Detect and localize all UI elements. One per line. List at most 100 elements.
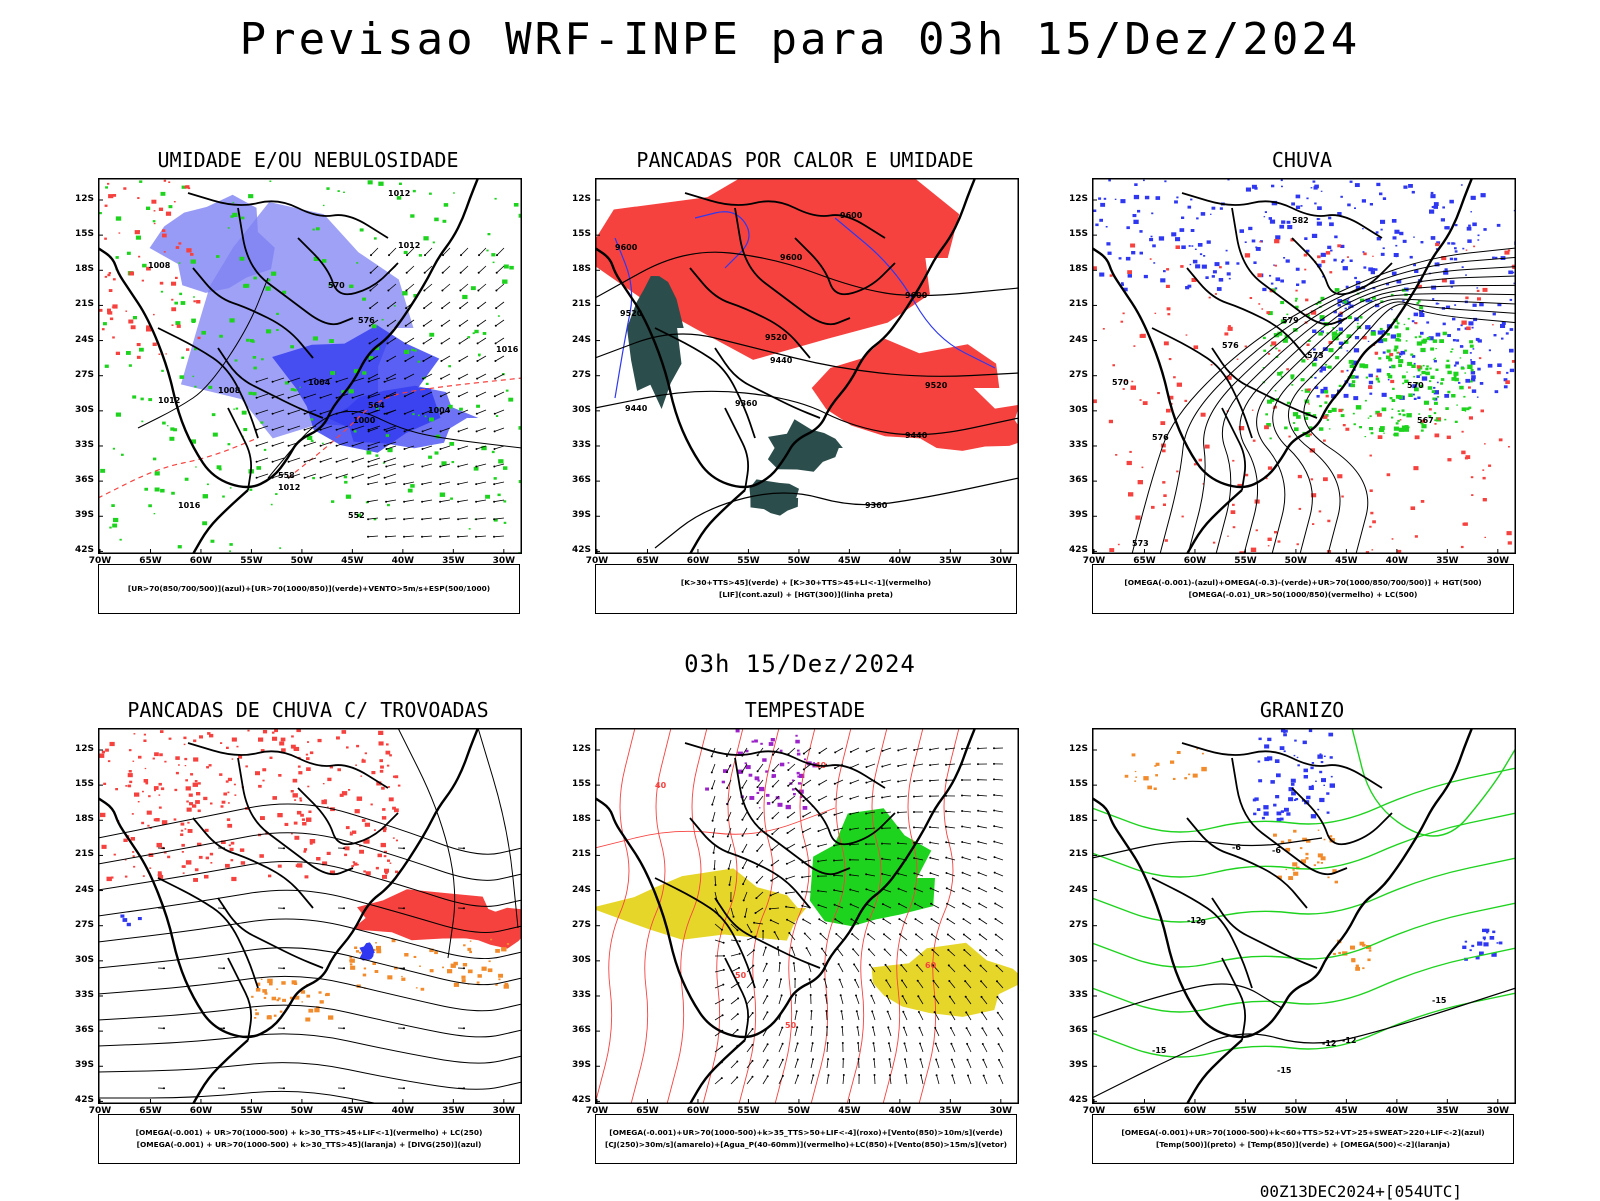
shaded-cell	[294, 748, 298, 751]
shaded-cell	[1415, 322, 1418, 324]
shaded-cell	[1275, 265, 1277, 267]
shaded-cell	[1423, 365, 1425, 367]
shaded-cell	[1266, 311, 1270, 314]
wind-vector-head	[336, 461, 338, 463]
wind-vector-head	[897, 765, 899, 767]
wind-vector-head	[873, 1058, 875, 1060]
shaded-cell	[1170, 761, 1174, 764]
wind-vector-head	[849, 829, 851, 831]
wind-vector-head	[737, 1013, 739, 1015]
wind-vector-head	[772, 801, 774, 803]
shaded-cell	[1455, 362, 1459, 365]
shaded-cell	[1256, 529, 1258, 531]
lat-tick-label: 30S	[72, 955, 94, 965]
shaded-cell	[1278, 350, 1280, 352]
shaded-cell	[1297, 543, 1299, 545]
wind-vector-head	[404, 430, 406, 432]
wind-vector-head	[981, 996, 983, 998]
shaded-cell	[1447, 242, 1450, 244]
wind-vector-head	[979, 934, 981, 936]
shaded-cell	[1319, 510, 1322, 512]
shaded-cell	[1188, 206, 1192, 209]
shaded-cell	[342, 730, 347, 734]
shaded-cell	[1351, 959, 1355, 962]
wind-vector-head	[756, 866, 758, 868]
wind-vector-head	[457, 483, 459, 485]
shaded-cell	[1108, 252, 1112, 255]
shaded-cell	[196, 300, 200, 304]
shaded-cell	[1447, 391, 1450, 394]
wind-vector-head	[780, 978, 782, 980]
shaded-cell	[153, 314, 155, 315]
shaded-cell	[1488, 364, 1493, 368]
shaded-cell	[1135, 771, 1137, 772]
shaded-cell	[139, 180, 142, 183]
shaded-cell	[389, 754, 392, 756]
contour-label: 1004	[308, 378, 331, 387]
wind-vector-head	[737, 929, 739, 931]
wind-vector	[834, 860, 843, 861]
contour-label: 582	[1292, 216, 1309, 225]
shaded-cell	[1399, 413, 1402, 415]
shaded-cell	[1483, 228, 1486, 231]
map-svg: 1012100810121004101610081012100410001012…	[98, 178, 522, 554]
wind-vector-head	[742, 883, 744, 885]
shaded-cell	[1394, 346, 1398, 349]
shaded-cell	[414, 956, 417, 958]
shaded-cell	[1308, 388, 1311, 390]
shaded-cell	[1510, 299, 1513, 301]
shaded-cell	[294, 822, 298, 825]
shaded-cell	[1470, 380, 1473, 382]
shaded-cell	[469, 951, 472, 953]
wind-vector-head	[964, 965, 966, 967]
wind-vector-head	[440, 395, 442, 397]
shaded-cell	[211, 540, 215, 543]
shaded-cell	[1339, 385, 1342, 387]
shaded-cell	[1425, 368, 1428, 371]
wind-vector-head	[782, 1075, 784, 1077]
shaded-cell	[110, 742, 115, 746]
shaded-cell	[355, 809, 360, 813]
shaded-cell	[1320, 370, 1323, 373]
wind-vector-head	[883, 933, 885, 935]
shaded-cell	[1173, 376, 1176, 378]
wind-vector-head	[852, 948, 854, 950]
shaded-cell	[133, 316, 137, 319]
shaded-cell	[1167, 313, 1170, 315]
shaded-cell	[803, 806, 808, 810]
shaded-cell	[1471, 494, 1473, 496]
shaded-cell	[1471, 476, 1474, 478]
shaded-cell	[356, 262, 358, 264]
shaded-cell	[1461, 321, 1466, 325]
shaded-cell	[327, 778, 331, 781]
shaded-cell	[1296, 195, 1301, 199]
contour-label: 1008	[148, 261, 171, 270]
wind-vector-head	[343, 907, 345, 909]
shaded-cell	[290, 345, 294, 348]
shaded-cell	[281, 748, 286, 752]
wind-vector-head	[369, 290, 371, 292]
wind-vector-head	[934, 1027, 936, 1029]
shaded-cell	[112, 524, 117, 528]
shaded-cell	[418, 361, 421, 363]
shaded-cell	[1380, 328, 1383, 330]
wind-vector-head	[900, 964, 902, 966]
shaded-cell	[1446, 360, 1449, 362]
shaded-cell	[399, 183, 402, 185]
shaded-cell	[195, 868, 199, 871]
shaded-cell	[1138, 480, 1143, 484]
shaded-cell	[1396, 422, 1399, 424]
shaded-cell	[308, 811, 311, 814]
wind-vector-head	[403, 847, 405, 849]
wind-vector-head	[388, 254, 390, 256]
wind-vector-head	[866, 750, 868, 752]
shaded-cell	[1278, 540, 1281, 542]
lat-tick-label: 36S	[569, 1025, 591, 1035]
shaded-cell	[506, 390, 509, 392]
wind-vector-head	[738, 967, 740, 969]
shaded-cell	[137, 343, 141, 346]
shaded-cell	[193, 878, 198, 882]
panel-title: GRANIZO	[1072, 698, 1532, 722]
wind-vector-head	[874, 1074, 876, 1076]
wind-vector-head	[288, 413, 290, 415]
